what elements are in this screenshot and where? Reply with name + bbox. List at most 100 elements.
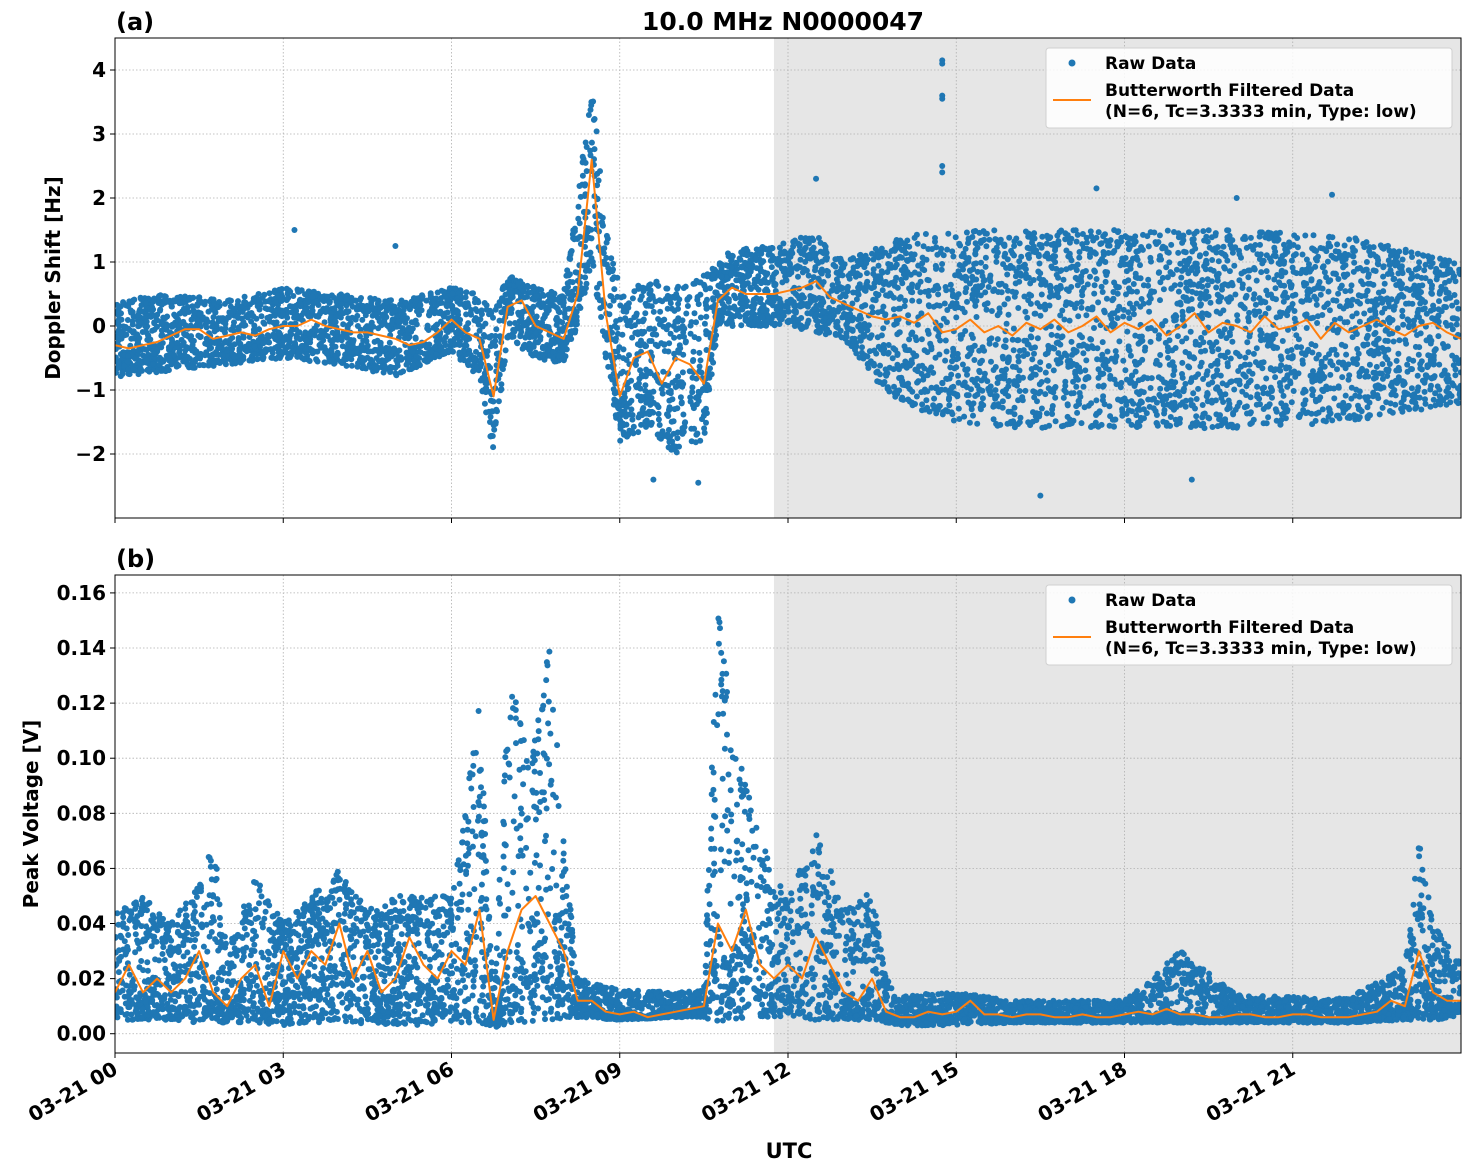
raw-data-point [1406,301,1412,307]
raw-data-point [1077,332,1083,338]
raw-data-point [1371,331,1377,337]
raw-data-point [1129,408,1135,414]
raw-data-point [651,309,657,315]
raw-data-point [847,276,853,282]
raw-data-point [1355,299,1361,305]
raw-data-point [975,245,981,251]
raw-data-point [950,254,956,260]
raw-data-point [449,303,455,309]
raw-data-point [1208,300,1214,306]
raw-data-point [1245,274,1251,280]
raw-data-point [1239,271,1245,277]
x-axis-label: UTC [766,1139,813,1163]
raw-data-point [957,262,963,268]
raw-data-point [1183,335,1189,341]
raw-data-point [1272,331,1278,337]
raw-data-point [849,317,855,323]
raw-data-point [1239,389,1245,395]
raw-data-point [769,264,775,270]
raw-data-point [1382,281,1388,287]
raw-data-point [1292,374,1298,380]
raw-data-point [493,326,499,332]
raw-data-point [1152,328,1158,334]
raw-data-point [986,237,992,243]
raw-data-point [1054,286,1060,292]
raw-data-point [1012,294,1018,300]
raw-data-point [1455,306,1461,312]
raw-data-point [1036,390,1042,396]
raw-data-point [455,299,461,305]
raw-data-point [690,375,696,381]
raw-data-point [989,308,995,314]
raw-data-point [1083,312,1089,318]
raw-data-point [731,293,737,299]
raw-data-point [773,269,779,275]
raw-data-point [189,365,195,371]
raw-data-point [1259,260,1265,266]
raw-data-point [1046,423,1052,429]
raw-data-point [182,352,188,358]
raw-data-point [676,444,682,450]
raw-data-point [919,371,925,377]
raw-data-point [1006,235,1012,241]
raw-data-point [205,319,211,325]
raw-data-point [702,321,708,327]
raw-data-point [1033,364,1039,370]
raw-data-point [1147,293,1153,299]
raw-data-point [1304,325,1310,331]
raw-data-point [1148,229,1154,235]
raw-data-point [944,247,950,253]
raw-data-point [1220,399,1226,405]
raw-data-point [1373,297,1379,303]
raw-data-point [1175,250,1181,256]
raw-data-point [1244,339,1250,345]
raw-data-point [1269,395,1275,401]
raw-data-point [1139,296,1145,302]
raw-data-point [248,319,254,325]
raw-data-point [1030,409,1036,415]
raw-data-point [1181,249,1187,255]
raw-data-point [683,311,689,317]
raw-data-point [1351,260,1357,266]
raw-data-point [894,318,900,324]
raw-data-point [354,349,360,355]
raw-data-point [725,296,731,302]
raw-data-point [948,282,954,288]
raw-data-point [865,361,871,367]
raw-data-point [1320,406,1326,412]
raw-data-point [1364,259,1370,265]
raw-data-point [1069,301,1075,307]
raw-data-point [955,373,961,379]
raw-data-point [1402,390,1408,396]
raw-data-point [1280,293,1286,299]
raw-data-point [1281,393,1287,399]
raw-data-point [1177,282,1183,288]
raw-data-point [1377,411,1383,417]
raw-data-point [704,273,710,279]
raw-data-point [1356,416,1362,422]
raw-data-point [673,384,679,390]
raw-data-point [634,311,640,317]
raw-data-point [1342,243,1348,249]
raw-data-point [1351,269,1357,275]
raw-data-point [1218,333,1224,339]
raw-data-point [1270,295,1276,301]
raw-data-point [1157,232,1163,238]
raw-data-point [1039,292,1045,298]
raw-data-point [476,322,482,328]
raw-data-point [648,288,654,294]
raw-data-point [1091,325,1097,331]
raw-data-point [1392,402,1398,408]
raw-data-point [1017,270,1023,276]
raw-data-point [647,281,653,287]
raw-data-point [1329,417,1335,423]
raw-data-point [902,303,908,309]
raw-data-point [1335,291,1341,297]
raw-data-point [419,307,425,313]
raw-data-point [1052,253,1058,259]
raw-data-point [1092,282,1098,288]
raw-data-point [507,320,513,326]
raw-data-point [1147,255,1153,261]
raw-data-point [1096,366,1102,372]
